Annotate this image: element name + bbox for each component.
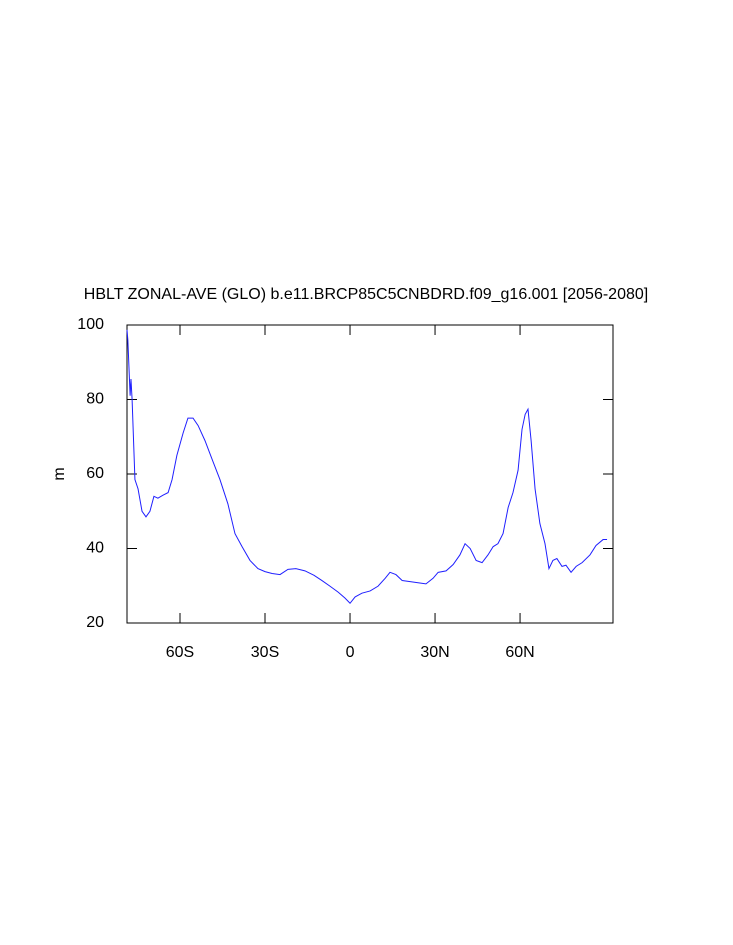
y-tick-label: 40 (86, 540, 104, 557)
y-tick-label: 80 (86, 391, 104, 408)
y-tick-label: 20 (86, 614, 104, 631)
y-axis-label: m (51, 467, 68, 480)
y-tick-label: 100 (77, 316, 104, 333)
x-tick-label: 60N (505, 644, 534, 661)
y-tick-label: 60 (86, 465, 104, 482)
chart-title: HBLT ZONAL-AVE (GLO) b.e11.BRCP85C5CNBDR… (84, 286, 648, 303)
x-tick-label: 0 (346, 644, 355, 661)
plot-frame (126, 324, 614, 624)
x-tick-label: 30N (420, 644, 449, 661)
x-tick-label: 30S (251, 644, 279, 661)
x-tick-label: 60S (166, 644, 194, 661)
data-line (126, 329, 608, 605)
